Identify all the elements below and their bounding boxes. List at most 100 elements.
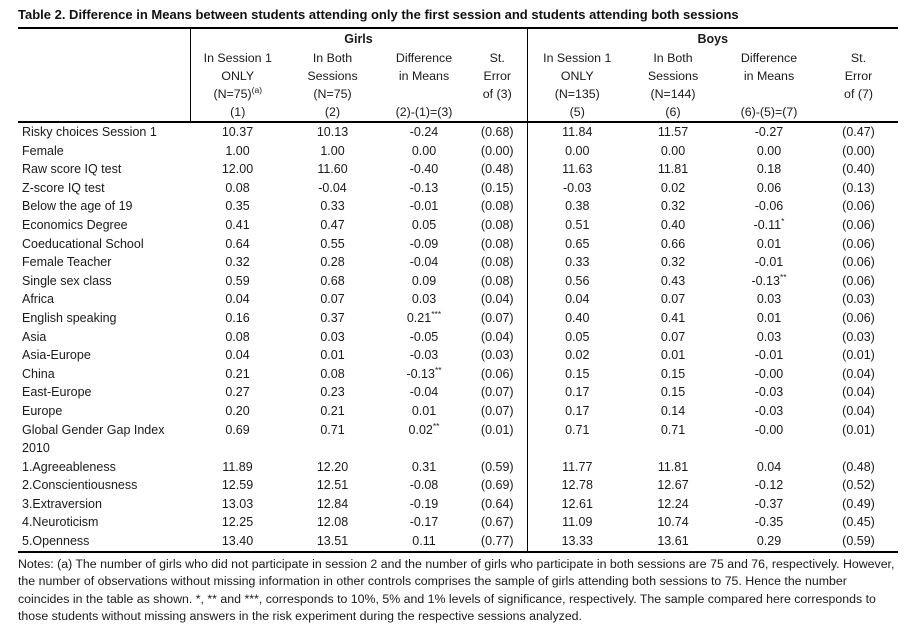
column-header-line4: (6) (665, 105, 681, 119)
cell-value: 12.51 (316, 478, 349, 493)
value-cell: 0.04 (190, 290, 285, 309)
value-cell: -0.04 (380, 253, 468, 272)
cell-value: 0.05 (565, 329, 590, 344)
value-cell: (0.01) (819, 346, 898, 365)
cell-value: 0.33 (320, 199, 345, 214)
cell-value: 0.71 (320, 422, 345, 437)
row-label: Raw score IQ test (18, 160, 190, 179)
cell-value: -0.03 (754, 385, 784, 400)
cell-value: 0.23 (320, 385, 345, 400)
value-cell: -0.13** (719, 272, 819, 291)
value-cell: 0.01 (719, 235, 819, 254)
value-cell: (0.06) (468, 364, 528, 384)
cell-value: -0.24 (409, 125, 439, 139)
cell-value: (0.06) (842, 273, 875, 288)
value-cell: (0.59) (468, 457, 528, 477)
cell-value: -0.11 (753, 217, 782, 232)
cell-value: 0.32 (225, 255, 250, 270)
value-cell: (0.48) (468, 160, 528, 179)
cell-value: (0.48) (842, 459, 875, 474)
cell-value: 10.13 (316, 125, 349, 139)
cell-value: 12.61 (561, 496, 593, 511)
value-cell: (0.08) (468, 271, 528, 291)
table-row: 2.Conscientiousness 12.59 12.51 -0.08 (0.69… (18, 476, 898, 495)
table-row: 4.Neuroticism 12.25 12.08 -0.17 (0.67) 11.09… (18, 513, 898, 533)
cell-value: (0.45) (842, 515, 875, 530)
cell-value: 12.24 (657, 496, 689, 511)
row-label-line1: 3.Extraversion (22, 496, 102, 511)
value-cell: 0.32 (627, 253, 719, 272)
value-cell: 0.38 (527, 197, 627, 216)
column-header-line3 (380, 85, 468, 103)
value-cell: 0.56 (527, 272, 627, 291)
cell-value: 0.03 (756, 329, 782, 344)
table-row: China 0.21 0.08 -0.13** (0.06) 0.15 0.15 -0.00… (18, 364, 898, 384)
column-header: In Both Sessions (N=144) (6) (627, 49, 719, 123)
value-cell: 0.17 (527, 383, 627, 402)
value-cell: 11.84 (527, 122, 627, 142)
cell-value: 11.84 (562, 125, 593, 139)
value-cell: 0.04 (527, 290, 627, 309)
cell-value: 0.21 (406, 310, 432, 325)
cell-value: 10.37 (221, 125, 254, 139)
cell-value: (0.04) (842, 385, 875, 400)
value-cell: -0.40 (380, 160, 468, 179)
row-label-line1: Raw score IQ test (22, 162, 122, 177)
cell-value: 12.78 (561, 478, 593, 493)
value-cell: 0.02 (627, 179, 719, 198)
value-cell: -0.03 (719, 383, 819, 402)
cell-value: 0.71 (565, 422, 590, 437)
row-label: Coeducational School (18, 235, 190, 254)
cell-value: 0.51 (565, 217, 590, 232)
value-cell: (0.08) (468, 197, 528, 216)
cell-value: 0.14 (660, 403, 686, 418)
value-cell: (0.06) (819, 197, 898, 216)
value-cell: (0.06) (819, 235, 898, 254)
cell-value: -0.05 (409, 329, 439, 344)
value-cell: 11.09 (527, 513, 627, 532)
cell-value: 0.04 (565, 292, 590, 307)
value-cell: -0.08 (380, 476, 468, 495)
column-header-line2: ONLY (560, 69, 594, 83)
column-header: In Both Sessions (N=75) (2) (285, 49, 380, 123)
cell-value: 0.32 (660, 255, 686, 270)
value-cell: (0.07) (468, 308, 528, 328)
cell-value: 0.08 (225, 180, 250, 195)
column-header-line3: (N=144) (650, 87, 696, 101)
column-header-line1: In Session 1 (203, 51, 272, 65)
column-header-line4: (1) (230, 105, 246, 119)
cell-value: 0.27 (225, 385, 250, 400)
row-label: 5.Openness (18, 532, 190, 552)
cell-value: 0.07 (660, 292, 686, 307)
value-cell: -0.03 (719, 402, 819, 421)
column-header: Difference in Means (2)-(1)=(3) (380, 49, 468, 123)
cell-value: -0.04 (318, 180, 347, 195)
column-header-line3: of (7) (844, 87, 873, 101)
significance-stars: ** (779, 271, 787, 282)
cell-value: -0.01 (754, 255, 784, 270)
column-header-line2: Error (483, 69, 512, 83)
value-cell: (0.08) (468, 234, 528, 254)
row-label: Europe (18, 402, 190, 421)
column-header: St. Error of (7) (819, 49, 899, 123)
column-header-line2: ONLY (221, 69, 255, 83)
cell-value: (0.04) (842, 403, 875, 418)
value-cell: 10.13 (285, 122, 380, 142)
value-cell: 12.08 (285, 513, 380, 532)
column-header-line1: St. (489, 51, 505, 65)
value-cell: 0.71 (527, 421, 627, 458)
value-cell: 0.71 (627, 421, 719, 458)
cell-value: 0.03 (411, 292, 437, 307)
cell-value: (0.08) (480, 236, 514, 251)
cell-value: -0.35 (754, 515, 784, 530)
value-cell: 0.18 (719, 160, 819, 179)
cell-value: 12.25 (221, 515, 254, 530)
value-cell: -0.35 (719, 513, 819, 532)
table-body: Risky choices Session 1 10.37 10.13 -0.24 (… (18, 122, 898, 552)
cell-value: 12.20 (316, 459, 349, 474)
cell-value: (0.06) (842, 236, 875, 251)
value-cell: 10.74 (627, 513, 719, 532)
cell-value: (0.15) (480, 180, 514, 195)
table-row: Raw score IQ test 12.00 11.60 -0.40 (0.48) 1… (18, 160, 898, 179)
value-cell: 0.68 (285, 272, 380, 291)
